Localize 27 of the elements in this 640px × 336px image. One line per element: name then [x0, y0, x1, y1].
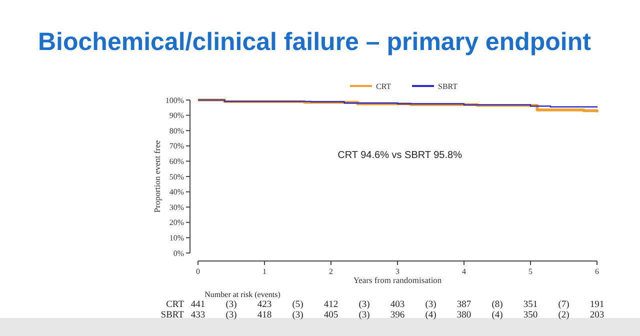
y-tick-label: 90% — [169, 111, 184, 120]
x-tick-label: 2 — [329, 267, 333, 276]
y-tick-label: 0% — [173, 248, 184, 258]
y-tick-label: 30% — [169, 202, 184, 212]
chart-title: Biochemical/clinical failure – primary endpoint — [38, 28, 592, 56]
y-tick-label: 80% — [169, 126, 184, 136]
y-tick-label: 40% — [169, 188, 184, 197]
x-tick-label: 5 — [528, 267, 532, 276]
x-axis-title: Years from randomisation — [353, 275, 442, 285]
x-tick-label: 3 — [396, 267, 400, 276]
legend-label: CRT — [376, 82, 392, 91]
y-tick-label: 60% — [169, 157, 184, 166]
y-tick-label: 10% — [169, 234, 184, 242]
y-tick-label: 20% — [169, 218, 184, 228]
text: Number at risk (events) — [204, 290, 281, 299]
annotation: CRT 94.6% vs SBRT 95.8% — [338, 150, 462, 162]
legend-label: SBRT — [438, 82, 458, 91]
y-tick-label: 50% — [169, 172, 184, 182]
y-axis-title: Proportion event free — [152, 140, 162, 213]
y-tick-label: 100% — [165, 96, 184, 105]
x-tick-label: 0 — [196, 267, 200, 276]
text: SBRT 433 (3) 418 (3) 405 (3) 396 (4) 380 (4) 350 (2) 203 — [160, 310, 604, 320]
y-tick-label: 70% — [169, 142, 184, 151]
x-tick-label: 4 — [462, 267, 466, 276]
x-tick-label: 1 — [262, 267, 266, 276]
text: CRT 441 (3) 423 (5) 412 (3) 403 (3) 387 (8) 351 (7) 191 — [166, 300, 604, 310]
x-tick-label: 6 — [595, 267, 599, 276]
